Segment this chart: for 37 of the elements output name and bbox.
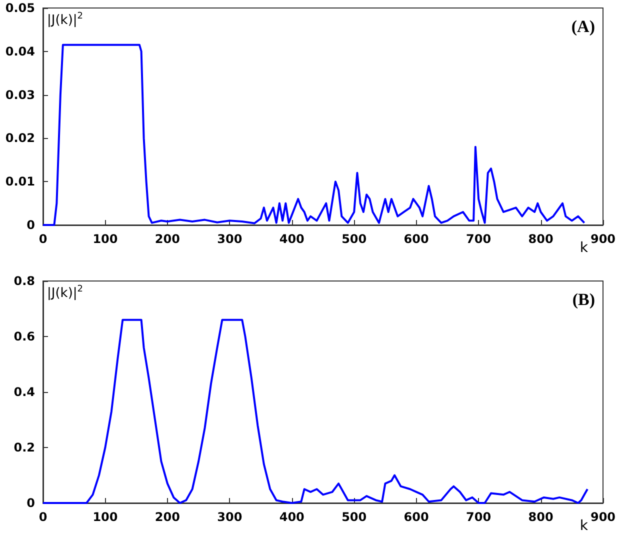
x-tick-label: 600	[404, 232, 429, 246]
y-tick-label: 0.4	[14, 385, 35, 399]
annotation: (A)	[571, 17, 596, 36]
x-tick-label: 300	[217, 232, 242, 246]
x-tick-label: 400	[279, 232, 304, 246]
y-tick-label: 0.8	[14, 274, 35, 288]
y-tick-label: 0.04	[5, 44, 35, 58]
y-tick-label: 0.2	[14, 440, 35, 454]
x-tick-label: 300	[217, 510, 242, 524]
x-tick-label: 800	[528, 510, 554, 524]
x-tick-label: 900	[590, 232, 616, 246]
x-tick-label: 200	[154, 232, 180, 246]
y-tick-label: 0.01	[5, 174, 35, 189]
x-tick-label: 0	[38, 232, 48, 246]
x-tick-label: 800	[528, 232, 554, 246]
x-tick-label: 500	[342, 232, 367, 246]
x-tick-label: 500	[342, 510, 367, 524]
y-tick-label: 0	[26, 218, 35, 232]
y-tick-label: 0.05	[5, 1, 35, 15]
y-tick-label: 0.6	[14, 330, 35, 344]
x-axis-title: k	[580, 240, 589, 256]
x-tick-label: 100	[92, 510, 118, 524]
y-tick-label: 0	[26, 496, 35, 510]
x-axis-title: k	[580, 518, 589, 534]
x-tick-label: 100	[92, 232, 118, 246]
line-series	[42, 44, 586, 226]
y-tick-label: 0.03	[5, 88, 35, 102]
annotation: (B)	[572, 290, 596, 309]
x-tick-label: 400	[279, 510, 304, 524]
x-tick-label: 900	[590, 510, 616, 524]
x-tick-label: 0	[38, 510, 48, 524]
x-tick-label: 700	[466, 510, 492, 524]
line-series	[42, 318, 588, 504]
y-tick-label: 0.02	[5, 131, 35, 146]
x-tick-label: 600	[404, 510, 429, 524]
x-tick-label: 700	[466, 232, 492, 246]
x-tick-label: 200	[154, 510, 180, 524]
